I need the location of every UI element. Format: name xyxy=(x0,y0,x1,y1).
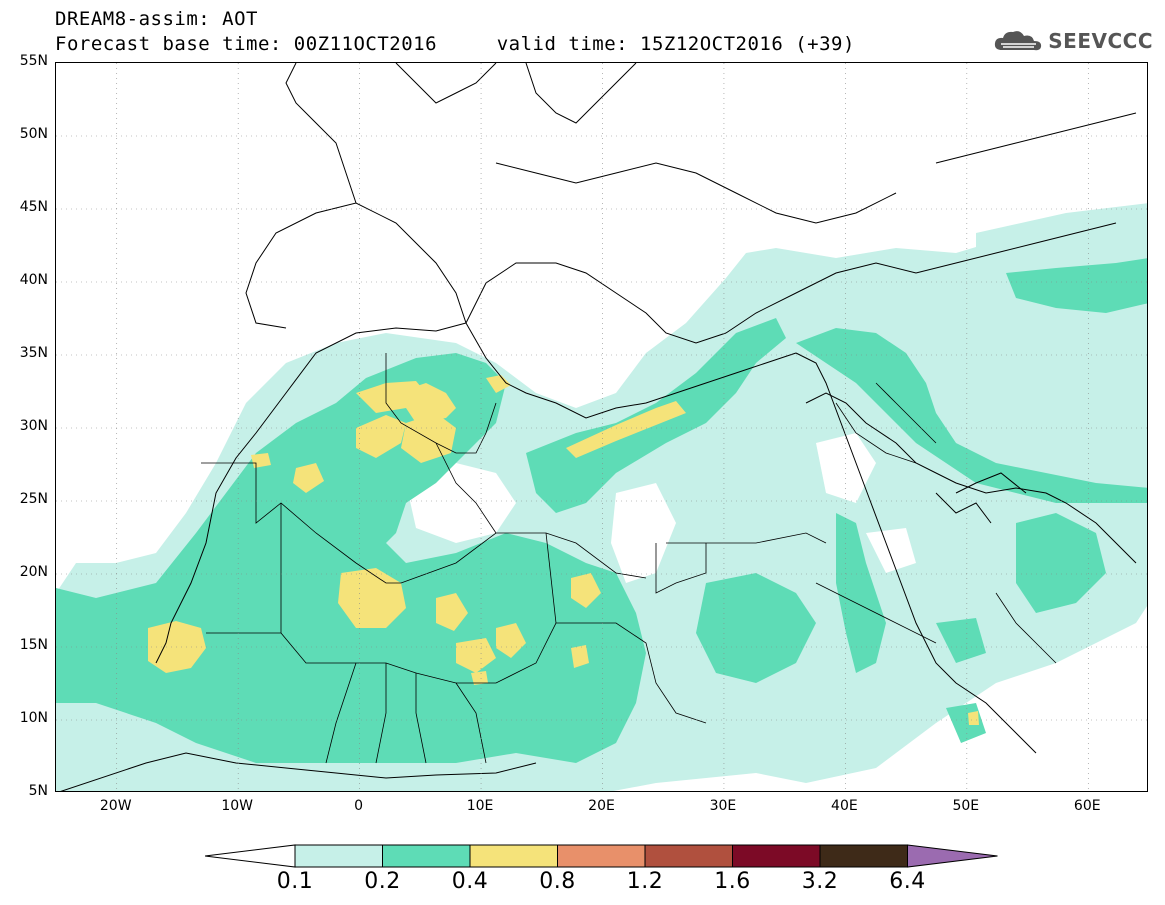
lat-label: 30N xyxy=(19,418,48,434)
colorbar-label: 1.6 xyxy=(714,869,751,894)
lat-label: 50N xyxy=(19,126,48,142)
seevccc-logo: SEEVCCC xyxy=(992,28,1153,54)
lon-label: 10W xyxy=(221,798,253,814)
colorbar-label: 0.2 xyxy=(364,869,401,894)
lon-label: 0 xyxy=(354,798,364,814)
lat-label: 25N xyxy=(19,491,48,507)
colorbar-box xyxy=(382,844,471,868)
colorbar-label: 0.4 xyxy=(451,869,489,894)
lat-label: 55N xyxy=(19,53,48,69)
forecast-time-line: Forecast base time: 00Z11OCT2016 valid t… xyxy=(55,33,855,55)
colorbar xyxy=(205,844,998,868)
colorbar-box xyxy=(819,844,908,868)
lon-label: 10E xyxy=(466,798,494,814)
lat-label: 45N xyxy=(19,199,48,215)
lat-label: 40N xyxy=(19,272,48,288)
lat-label: 15N xyxy=(19,637,48,653)
map-grid xyxy=(56,63,1147,791)
lat-label: 20N xyxy=(19,564,48,580)
map-title: DREAM8-assim: AOT xyxy=(55,8,258,30)
colorbar-box xyxy=(469,844,558,868)
lon-label: 30E xyxy=(709,798,737,814)
colorbar-box xyxy=(644,844,733,868)
colorbar-label: 0.8 xyxy=(539,869,576,894)
lon-label: 60E xyxy=(1073,798,1101,814)
colorbar-label: 1.2 xyxy=(626,869,664,894)
lon-label: 40E xyxy=(831,798,858,814)
colorbar-box xyxy=(294,844,383,868)
colorbar-label: 3.2 xyxy=(801,869,839,894)
lat-label: 35N xyxy=(19,345,48,361)
aot-band-0.2-0.4 xyxy=(56,258,1147,763)
cloud-icon xyxy=(995,31,1042,51)
lon-label: 50E xyxy=(952,798,980,814)
aot-map xyxy=(56,63,1147,791)
colorbar-label: 0.1 xyxy=(276,869,314,894)
colorbar-box xyxy=(557,844,646,868)
coastlines xyxy=(60,63,1137,791)
colorbar-label: 6.4 xyxy=(889,869,926,894)
logo-text: SEEVCCC xyxy=(1048,29,1153,53)
lon-label: 20E xyxy=(588,798,615,814)
colorbar-below-triangle xyxy=(205,844,296,868)
lat-label: 5N xyxy=(28,783,48,799)
lat-label: 10N xyxy=(19,710,48,726)
country-borders xyxy=(201,353,1057,764)
map-area xyxy=(55,62,1148,792)
colorbar-box xyxy=(732,844,821,868)
lon-label: 20W xyxy=(99,798,132,814)
colorbar-above-triangle xyxy=(907,844,998,868)
